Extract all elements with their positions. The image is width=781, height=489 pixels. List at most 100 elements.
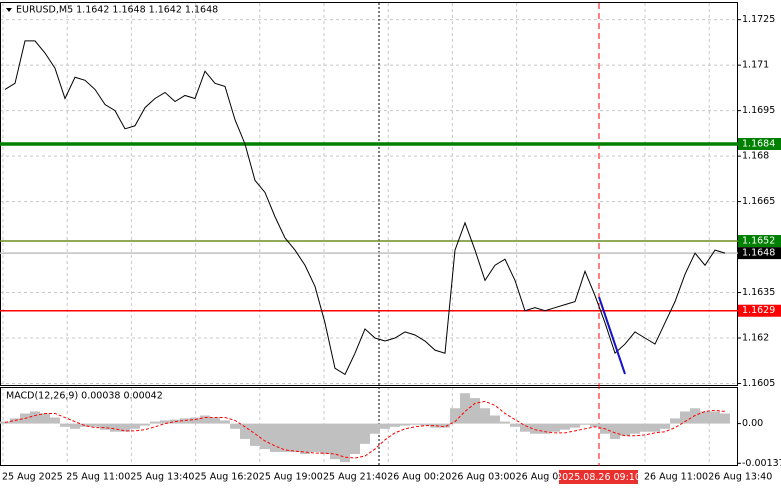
x-tick-label: 25 Aug 13:40 <box>130 472 194 483</box>
macd-bar <box>130 423 140 429</box>
macd-bar <box>320 423 330 454</box>
macd-bar <box>480 408 490 424</box>
macd-bar <box>10 418 20 424</box>
macd-bar <box>720 413 730 424</box>
y-tick-label: 1.1725 <box>742 14 775 25</box>
macd-bar <box>460 393 470 424</box>
macd-bar <box>280 423 290 452</box>
macd-bar <box>90 423 100 427</box>
grid <box>0 3 738 466</box>
y-tick-label: 1.168 <box>742 151 769 162</box>
macd-bar <box>710 411 720 424</box>
level-label: 1.1652 <box>742 235 775 246</box>
macd-bar <box>680 411 690 424</box>
chart-title: EURUSD,M5 1.1642 1.1648 1.1642 1.1648 <box>16 5 218 16</box>
x-tick-label: 25 Aug 21:40 <box>323 472 387 483</box>
macd-bar <box>400 423 410 426</box>
y-tick-label: 1.171 <box>742 60 769 71</box>
macd-bar <box>160 420 170 424</box>
level-tag <box>738 304 781 317</box>
macd-bar <box>470 398 480 424</box>
macd-bar <box>310 423 320 452</box>
macd-bar <box>630 423 640 434</box>
x-tick-label: 26 Aug 05: <box>516 472 568 483</box>
macd-bar <box>140 423 150 426</box>
macd-bar <box>620 423 630 436</box>
series-line <box>4 40 726 376</box>
macd-bar <box>180 418 190 424</box>
y-tick-label: 1.162 <box>742 333 769 344</box>
macd-bar <box>240 423 250 439</box>
x-tick-label: 26 Aug 13:40 <box>708 472 772 483</box>
macd-bar <box>520 423 530 432</box>
y-tick-label: 0.00 <box>742 418 763 429</box>
level-tag <box>738 137 781 150</box>
macd-bar <box>0 421 10 424</box>
y-tick-label: 1.1695 <box>742 105 775 116</box>
macd-bar <box>640 423 650 432</box>
level-label: 1.1629 <box>742 305 775 316</box>
macd-bar <box>260 423 270 450</box>
macd-bar <box>590 423 600 427</box>
macd-bar <box>40 413 50 424</box>
level-tag <box>738 247 781 260</box>
macd-bar <box>330 423 340 460</box>
macd-bar <box>420 423 430 426</box>
x-tick-label: 25 Aug 16:20 <box>195 472 259 483</box>
macd-bar <box>300 423 310 454</box>
macd-bar <box>230 423 240 429</box>
macd-bar <box>580 423 590 425</box>
macd-bar <box>450 408 460 424</box>
macd-bar <box>660 423 670 429</box>
macd-bar <box>200 415 210 424</box>
macd-bar <box>510 423 520 427</box>
y-tick-label: 1.1635 <box>742 287 775 298</box>
macd-bar <box>270 423 280 452</box>
macd-bar <box>30 411 40 424</box>
macd-bar <box>380 423 390 429</box>
macd-bar <box>500 421 510 424</box>
y-tick-label: -0.00137 <box>742 458 781 469</box>
macd-bar <box>390 423 400 427</box>
crosshair-tag <box>559 470 638 484</box>
macd-bar <box>570 423 580 428</box>
level-label: 1.1648 <box>742 248 775 259</box>
x-tick-label: 26 Aug 00:20 <box>387 472 451 483</box>
y-tick-label: 1.1605 <box>742 378 775 389</box>
macd-bar <box>440 423 450 428</box>
macd-bar <box>80 423 90 427</box>
macd-bar <box>150 421 160 424</box>
macd-bar <box>540 423 550 434</box>
macd-bar <box>490 415 500 424</box>
macd-bar <box>410 423 420 425</box>
trend-line <box>598 296 626 375</box>
macd-bar <box>700 411 710 424</box>
macd-bar <box>670 418 680 424</box>
macd-bar <box>210 417 220 424</box>
macd-bar <box>70 423 80 429</box>
macd-bar <box>290 423 300 452</box>
macd-bar <box>530 423 540 434</box>
x-tick-label: 26 Aug 11:00 <box>644 472 708 483</box>
y-tick-label: 1.1665 <box>742 196 775 207</box>
macd-bar <box>110 423 120 432</box>
macd-bar <box>550 423 560 432</box>
macd-bar <box>350 423 360 454</box>
x-tick-label: 25 Aug 11:00 <box>66 472 130 483</box>
level-label: 1.1684 <box>742 138 775 149</box>
macd-bar <box>60 423 70 427</box>
macd-bar <box>560 423 570 430</box>
x-tick-label: 26 Aug 03:00 <box>451 472 515 483</box>
macd-bar <box>190 417 200 424</box>
macd-bar <box>650 423 660 432</box>
macd-bar <box>610 423 620 439</box>
macd-bar <box>50 417 60 424</box>
macd-bar <box>100 423 110 430</box>
menu-arrow <box>6 8 12 12</box>
macd-bar <box>340 423 350 463</box>
series-line <box>4 400 726 459</box>
macd-title: MACD(12,26,9) 0.00038 0.00042 <box>6 391 163 402</box>
price-pane <box>0 2 738 386</box>
macd-bar <box>250 423 260 446</box>
macd-bar <box>360 423 370 444</box>
